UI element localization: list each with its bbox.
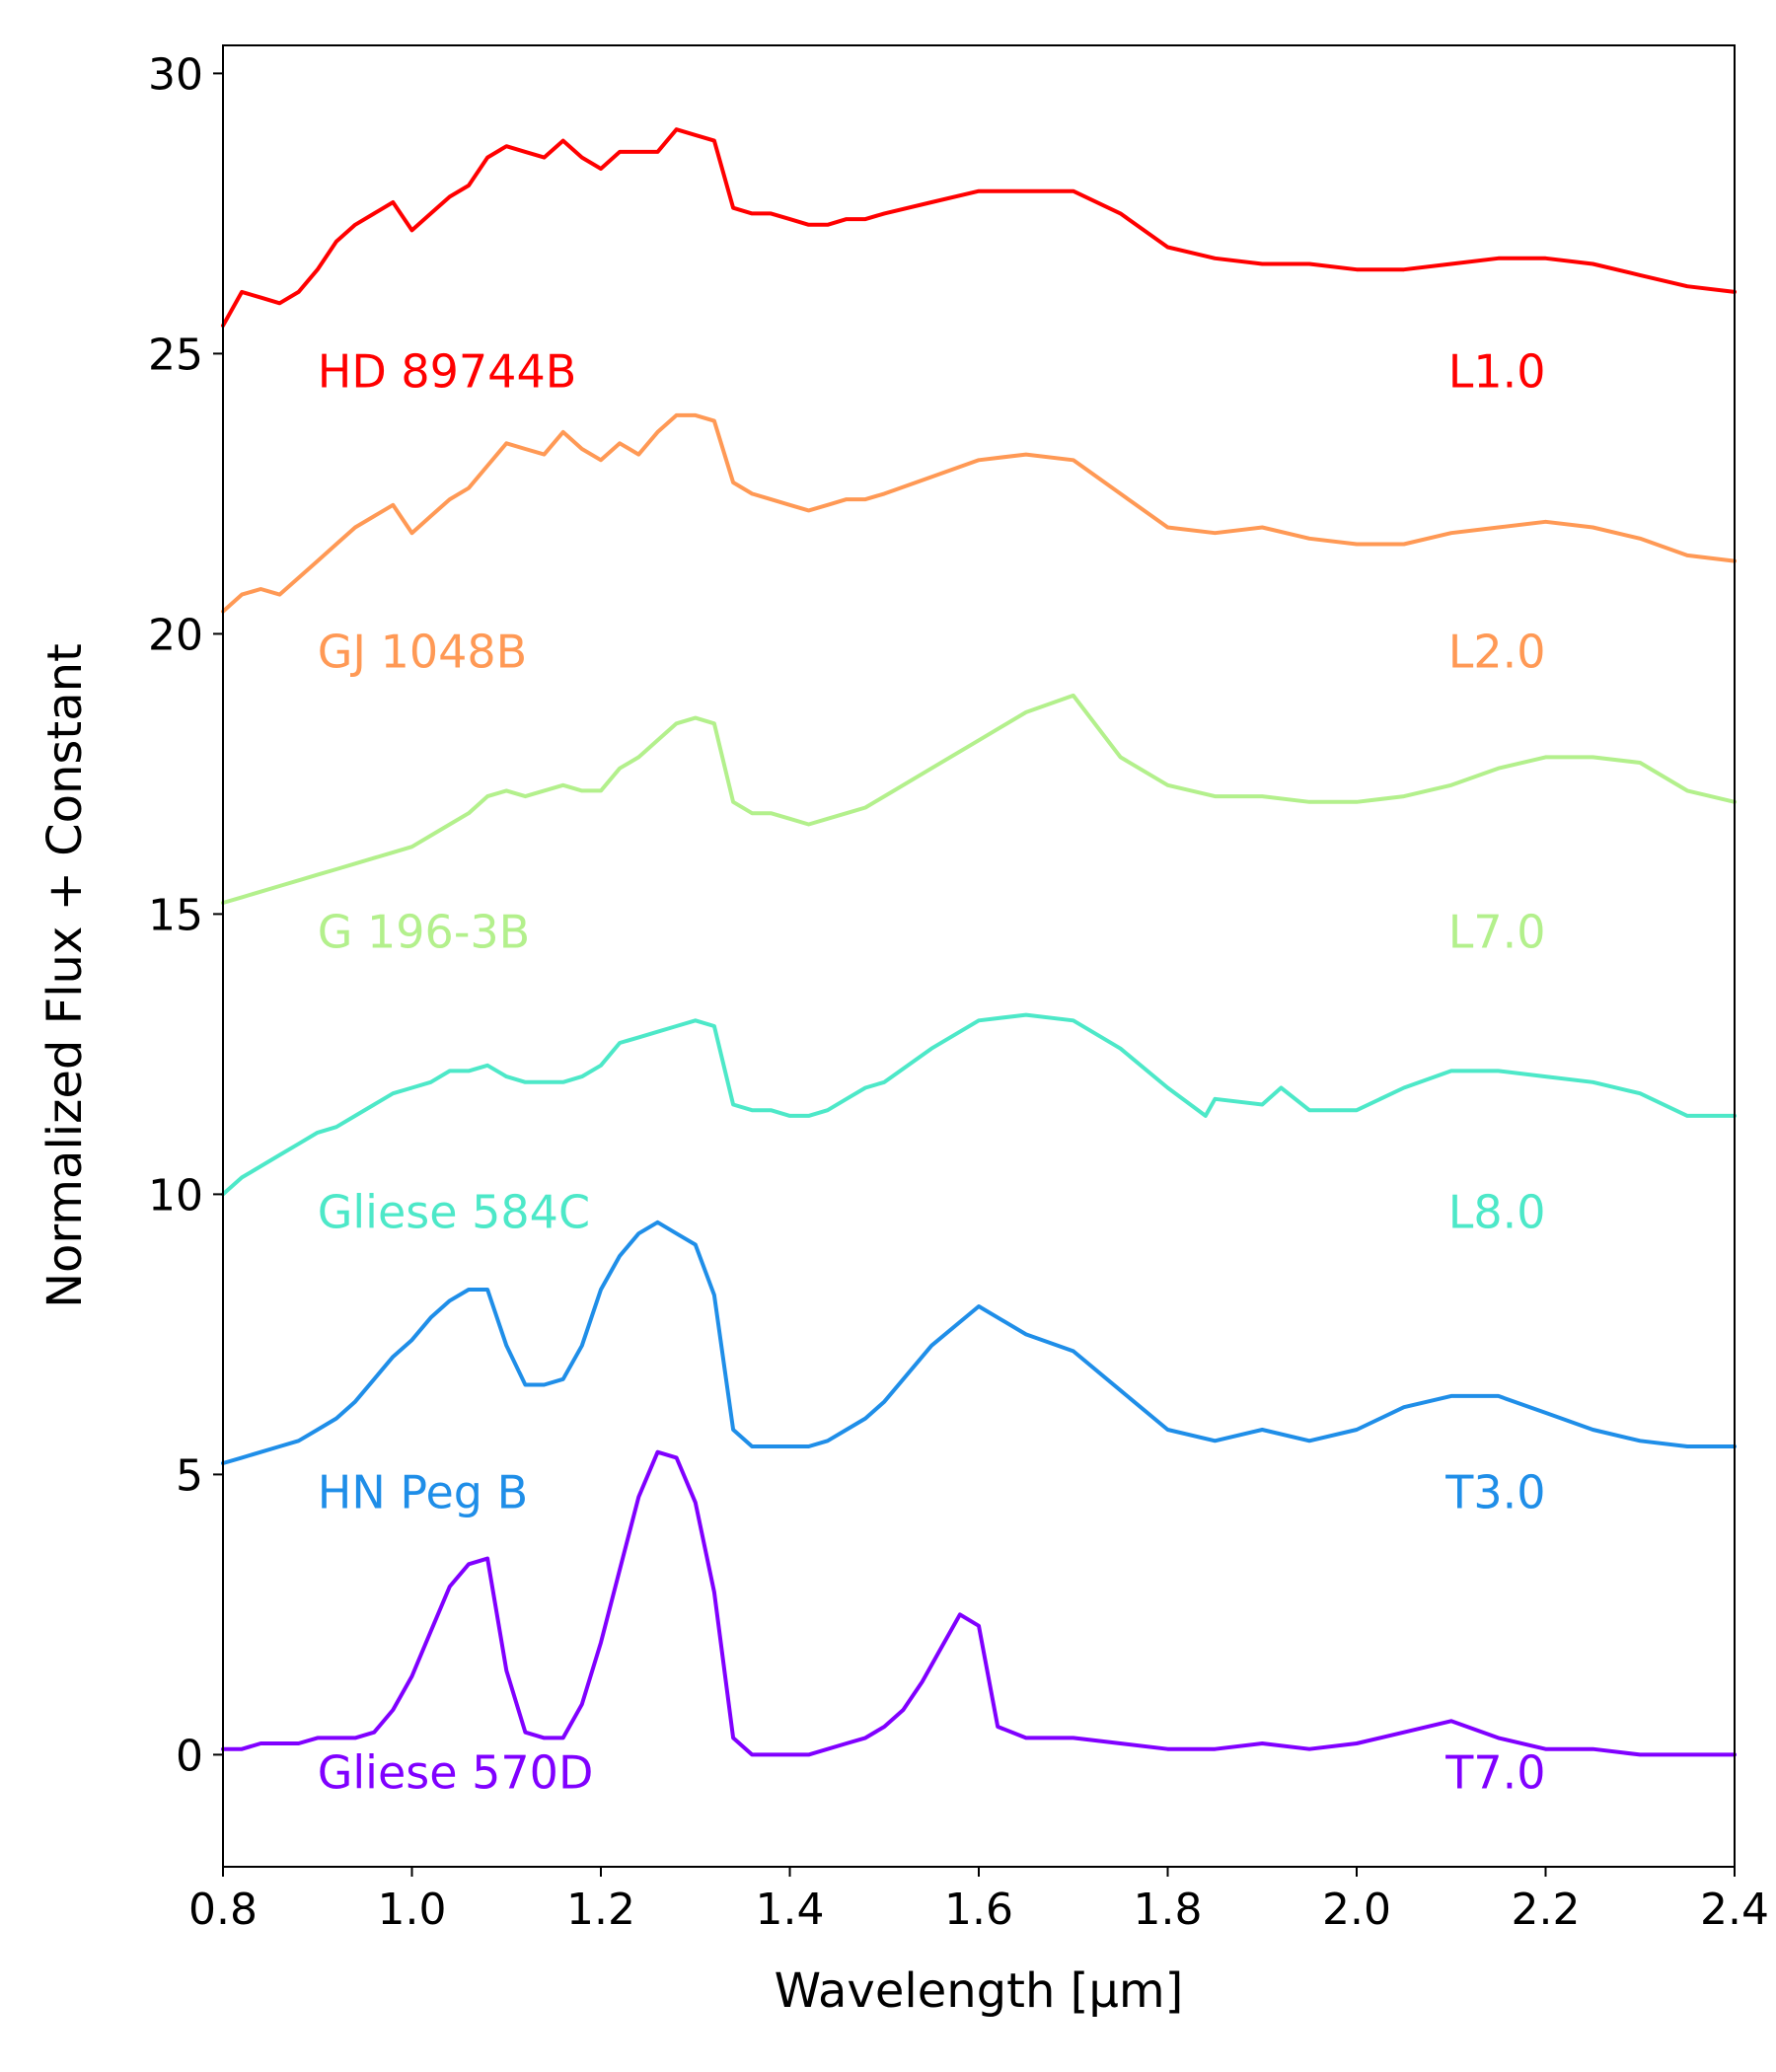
series-name-label: G 196-3B [318,905,531,958]
label-layer: HD 89744B L1.0 GJ 1048B L2.0 G 196-3B L7.0 Gli… [318,344,1546,1799]
x-tick-label: 1.8 [1134,1885,1203,1935]
spectral-type-label: L8.0 [1448,1185,1546,1238]
y-tick-label: 10 [148,1170,203,1221]
x-tick-label: 1.2 [566,1885,635,1935]
spectral-type-label: L2.0 [1448,625,1546,678]
series-line-2 [221,693,1737,905]
series-name-label: HN Peg B [318,1465,528,1518]
y-axis-label: Normalized Flux + Constant [37,643,93,1308]
series-name-label: GJ 1048B [318,625,527,678]
y-axis-ticks: 0 5 10 15 20 25 30 [148,49,223,1781]
series-name-label: Gliese 584C [318,1185,590,1238]
y-tick-label: 20 [148,610,203,660]
x-axis-label: Wavelength [μm] [775,1963,1184,2019]
x-tick-label: 1.4 [756,1885,825,1935]
spectral-type-label: T3.0 [1444,1465,1545,1518]
x-tick-label: 2.4 [1700,1885,1769,1935]
series-line-3 [221,1012,1737,1197]
x-tick-label: 1.0 [378,1885,447,1935]
y-tick-label: 25 [148,330,203,380]
spectral-type-label: L7.0 [1448,905,1546,958]
y-tick-label: 0 [176,1731,203,1781]
y-tick-label: 5 [176,1450,203,1501]
x-tick-label: 2.2 [1512,1885,1581,1935]
series-line-1 [221,412,1737,614]
y-tick-label: 30 [148,49,203,100]
x-tick-label: 1.6 [944,1885,1013,1935]
series-layer [221,127,1737,1757]
x-tick-label: 0.8 [188,1885,258,1935]
series-line-0 [221,127,1737,328]
series-name-label: Gliese 570D [318,1745,594,1799]
y-tick-label: 15 [148,890,203,940]
spectral-type-label: L1.0 [1448,344,1546,398]
x-tick-label: 2.0 [1322,1885,1391,1935]
x-axis-ticks: 0.8 1.0 1.2 1.4 1.6 1.8 2.0 2.2 2.4 [188,1867,1769,1935]
series-line-5 [221,1449,1737,1757]
spectral-type-label: T7.0 [1444,1745,1545,1799]
series-name-label: HD 89744B [318,344,577,398]
series-line-4 [221,1220,1737,1465]
